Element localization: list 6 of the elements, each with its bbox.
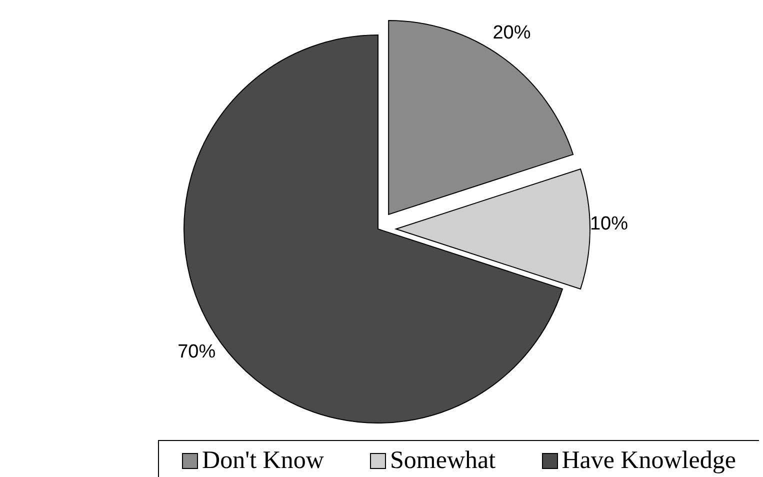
- data-label: 20%: [492, 22, 531, 44]
- legend-label: Have Knowledge: [562, 447, 736, 475]
- legend-label: Don't Know: [202, 447, 324, 475]
- data-label: 10%: [590, 214, 628, 234]
- data-label: 70%: [178, 342, 216, 363]
- legend-label: Somewhat: [390, 447, 496, 475]
